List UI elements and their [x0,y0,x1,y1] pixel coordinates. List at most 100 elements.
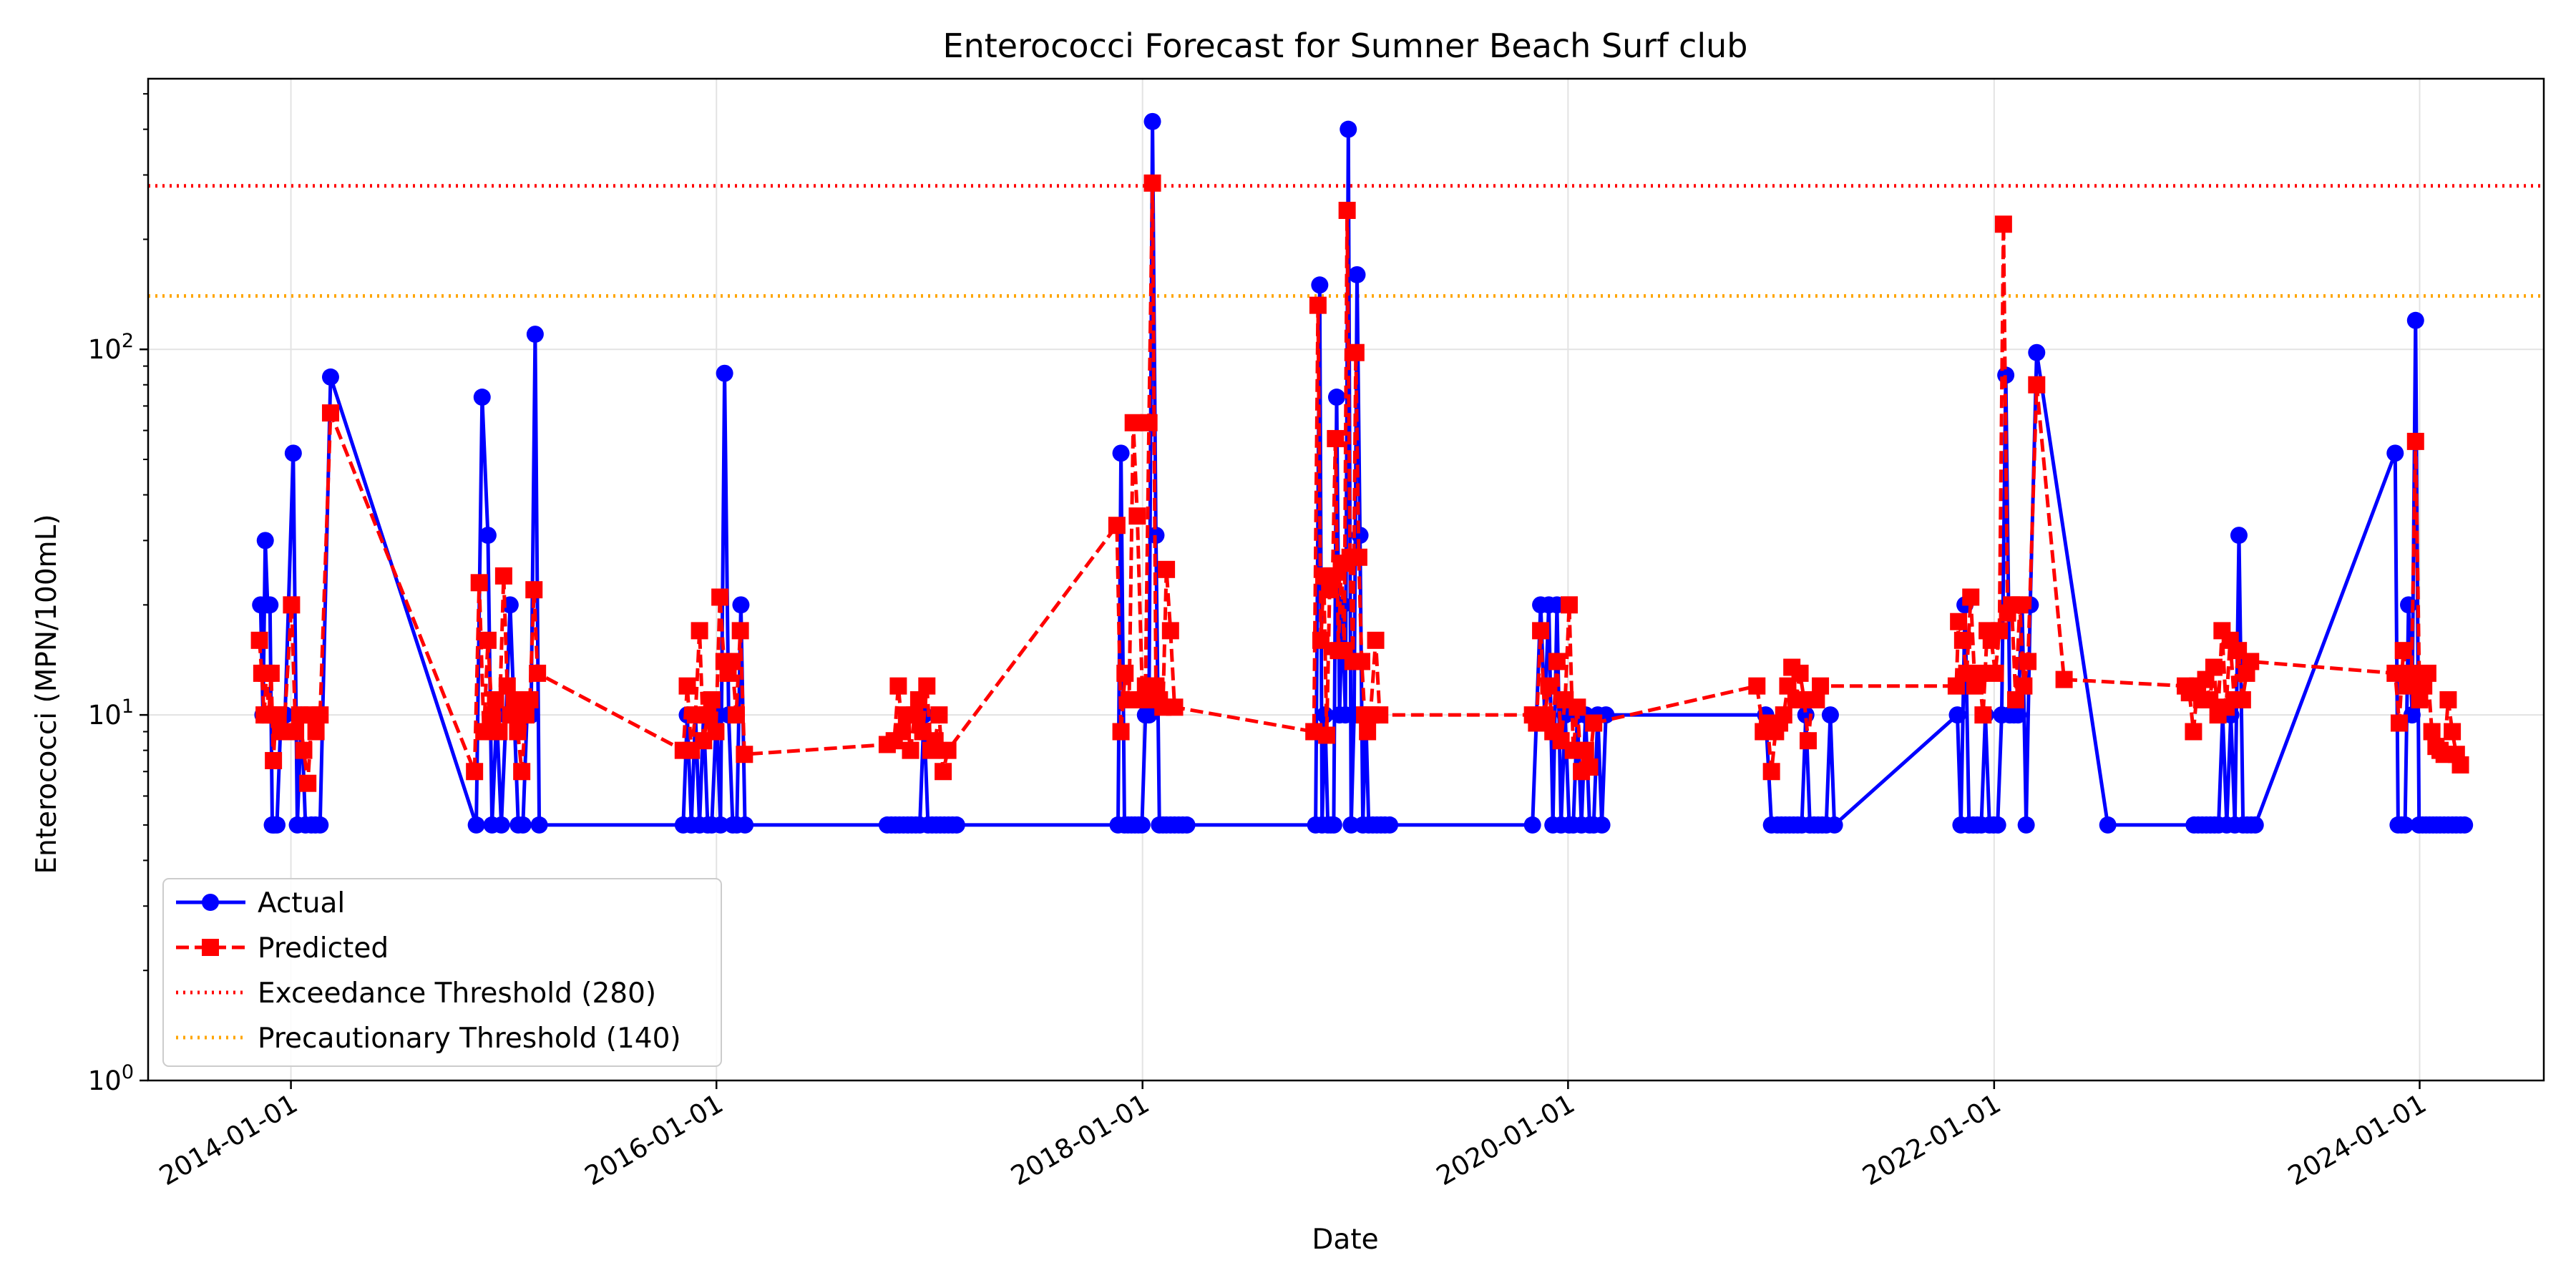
y-tick-exponent: 0 [122,1061,134,1083]
data-point [475,723,493,741]
y-tick-base: 10 [88,334,122,365]
data-point [470,574,488,592]
plot-frame [147,77,2545,1082]
data-point [2028,343,2046,361]
y-tick-label: 100 [88,1061,134,1096]
data-point [703,691,721,708]
legend-label: Predicted [258,932,389,965]
data-point [2444,723,2462,741]
data-point [1327,429,1345,447]
data-point [1523,816,1541,834]
data-point [268,816,286,834]
data-point [1140,706,1158,724]
data-point [1762,763,1780,781]
data-point [492,816,510,834]
data-point [1312,631,1330,649]
data-point [311,706,329,724]
data-point [2246,816,2264,834]
data-point [1568,698,1586,716]
data-point [1124,414,1142,431]
data-point [1812,677,1830,695]
data-point [1532,622,1550,640]
data-point [2230,527,2248,545]
data-point [699,706,717,724]
data-point [1112,723,1130,741]
data-point [307,723,325,741]
data-point [521,691,539,708]
data-point [2394,642,2412,660]
data-point [2019,653,2037,670]
data-point [935,763,952,781]
y-tick-base: 10 [88,700,122,731]
data-point [473,389,491,406]
data-point [2419,664,2436,682]
data-point [1791,664,1809,682]
data-point [1962,588,1980,606]
data-point [732,596,750,614]
data-point [479,631,497,649]
data-point [1327,389,1345,406]
data-point [1970,664,1988,682]
data-point [918,677,936,695]
data-point [2400,596,2418,614]
data-point [2015,677,2033,695]
data-point [1324,816,1342,834]
data-point [1953,631,1971,649]
data-point [1991,622,2009,640]
data-point [2028,376,2046,394]
y-tick-exponent: 2 [122,330,134,352]
data-point [509,723,527,741]
legend-entry: Actual [176,887,345,919]
data-point [1825,816,1843,834]
data-point [1350,548,1367,566]
y-tick-label: 102 [88,330,134,365]
data-point [930,706,948,724]
legend-entry: Exceedance Threshold (280) [176,977,656,1010]
data-point [2009,706,2027,724]
data-point [1581,758,1599,776]
data-point [2406,432,2424,450]
legend-label: Actual [258,887,345,919]
data-point [1986,664,2004,682]
data-point [1143,174,1161,192]
data-point [1381,816,1399,834]
data-point [261,596,279,614]
data-point [513,763,531,781]
data-point [2406,311,2424,329]
data-point [711,588,729,606]
data-point [939,741,957,759]
data-point [2396,816,2414,834]
legend-marker [202,894,219,911]
data-point [2386,444,2404,462]
data-point [1950,613,1968,630]
chart-title: Enterococci Forecast for Sumner Beach Su… [943,26,1748,65]
data-point [1347,343,1365,361]
data-point [1340,120,1357,138]
data-point [2456,816,2474,834]
x-tick-label: 2022-01-01 [1858,1088,2006,1192]
data-point [514,816,532,834]
data-point [716,364,733,382]
data-point [494,567,512,585]
data-point [1989,816,2006,834]
legend-label: Precautionary Threshold (140) [258,1023,681,1055]
data-point [1311,276,1329,294]
data-point [311,816,329,834]
data-point [1143,112,1161,130]
data-point [466,763,484,781]
data-point [1178,816,1196,834]
data-point [723,653,741,670]
data-point [2233,691,2251,708]
data-point [1133,816,1151,834]
data-point [321,404,339,422]
data-point [284,444,302,462]
data-point [250,631,268,649]
data-point [902,741,919,759]
data-point [2439,691,2457,708]
data-point [2055,670,2073,688]
data-point [1536,706,1553,724]
data-point [727,706,745,724]
data-point [1158,560,1176,578]
data-point [1540,677,1558,695]
data-point [256,532,274,550]
